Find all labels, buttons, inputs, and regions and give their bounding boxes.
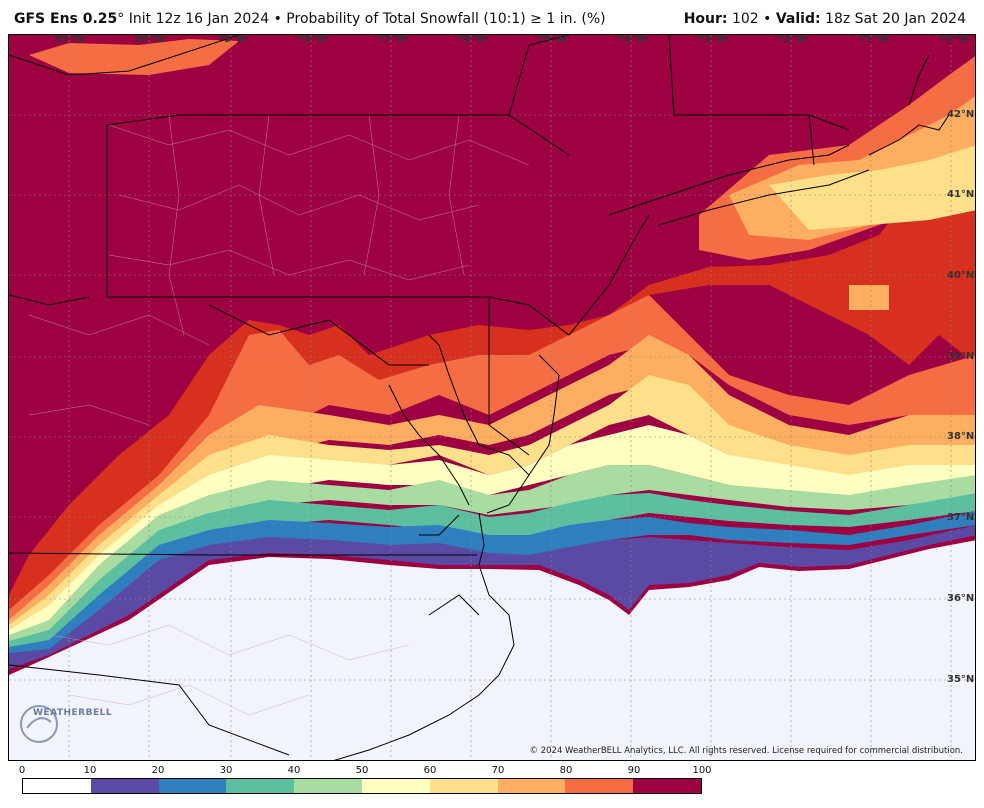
colorbar-tick-10: 10 (83, 765, 97, 776)
colorbar-tick-40: 40 (287, 765, 301, 776)
lon-label-77w: 77°W (377, 34, 407, 45)
band-50-60 (9, 145, 975, 645)
map-canvas (9, 35, 975, 760)
lat-label-41n: 41°N (947, 189, 975, 200)
colorbar-tick-50: 50 (355, 765, 369, 776)
state-borders (9, 35, 850, 756)
colorbar-bin-50-60 (361, 779, 430, 793)
lat-label-37n: 37°N (947, 512, 975, 523)
band-30-40 (9, 465, 975, 655)
colorbar-bin-60-70 (429, 779, 498, 793)
logo-text: WEATHERBELL (33, 708, 113, 718)
lon-label-70w: 70°W (939, 34, 969, 45)
lon-label-73w: 73°W (697, 34, 727, 45)
weatherbell-logo-icon: WEATHERBELL (17, 702, 112, 746)
lon-label-72w: 72°W (777, 34, 807, 45)
separator-bullet-2: • (763, 11, 772, 27)
colorbar-bin-90-100 (633, 779, 701, 793)
colorbar-tick-60: 60 (423, 765, 437, 776)
valid-value: 18z Sat 20 Jan 2024 (825, 11, 966, 27)
colorbar-tick-100: 100 (692, 765, 712, 776)
band-70-80 (9, 39, 975, 635)
lat-label-35n: 35°N (947, 674, 975, 685)
colorbar-bin-30-40 (226, 779, 295, 793)
colorbar-tick-0: 0 (18, 765, 26, 776)
map-header: GFS Ens 0.25° Init 12z 16 Jan 2024 • Pro… (0, 0, 984, 34)
lat-label-38n: 38°N (947, 431, 975, 442)
band-40-50 (9, 425, 975, 650)
band-0-10 (9, 525, 975, 669)
hour-value: 102 (731, 11, 759, 27)
snowfall-probability-map: 81°W 80°W 79°W 78°W 77°W 76°W 75°W 74°W … (8, 34, 976, 761)
colorbar-tick-90: 90 (627, 765, 641, 776)
band-none (9, 540, 975, 760)
header-valid: Hour: 102 • Valid: 18z Sat 20 Jan 2024 (684, 11, 966, 27)
colorbar-bin-20-30 (158, 779, 227, 793)
lat-label-36n: 36°N (947, 593, 975, 604)
colorbar-tick-70: 70 (491, 765, 505, 776)
lon-label-79w: 79°W (217, 34, 247, 45)
colorbar-bin-70-80 (497, 779, 566, 793)
copyright-notice: © 2024 WeatherBELL Analytics, LLC. All r… (529, 746, 963, 756)
valid-label: Valid: (775, 11, 821, 27)
county-boundaries (28, 114, 530, 716)
lat-label-39n: 39°N (947, 351, 975, 362)
model-name: GFS Ens 0.25 (14, 11, 118, 27)
colorbar-bin-80-90 (565, 779, 634, 793)
lat-lon-grid (9, 35, 975, 760)
init-time: Init 12z 16 Jan 2024 (128, 11, 270, 27)
product-name: Probability of Total Snowfall (10:1) ≥ 1… (286, 11, 606, 27)
lon-label-74w: 74°W (617, 34, 647, 45)
coastline (333, 54, 950, 760)
colorbar-legend (22, 778, 702, 794)
lat-label-40n: 40°N (947, 270, 975, 281)
colorbar-bin-10-20 (90, 779, 159, 793)
band-20-30 (9, 493, 975, 660)
lon-label-81w: 81°W (55, 34, 85, 45)
lat-label-42n: 42°N (947, 109, 975, 120)
lon-label-75w: 75°W (537, 34, 567, 45)
lon-label-78w: 78°W (297, 34, 327, 45)
colorbar-bin-40-50 (294, 779, 362, 793)
colorbar-tick-30: 30 (219, 765, 233, 776)
hour-label: Hour: (683, 11, 728, 27)
colorbar-tick-20: 20 (151, 765, 165, 776)
lon-label-76w: 76°W (457, 34, 487, 45)
header-title: GFS Ens 0.25° Init 12z 16 Jan 2024 • Pro… (14, 11, 606, 27)
band-10-20 (9, 511, 975, 665)
separator-bullet: • (273, 11, 282, 27)
colorbar-bin-0-10 (23, 779, 91, 793)
colorbar-tick-80: 80 (559, 765, 573, 776)
lon-label-80w: 80°W (135, 34, 165, 45)
degree-symbol: ° (117, 11, 125, 27)
lon-label-71w: 71°W (859, 34, 889, 45)
